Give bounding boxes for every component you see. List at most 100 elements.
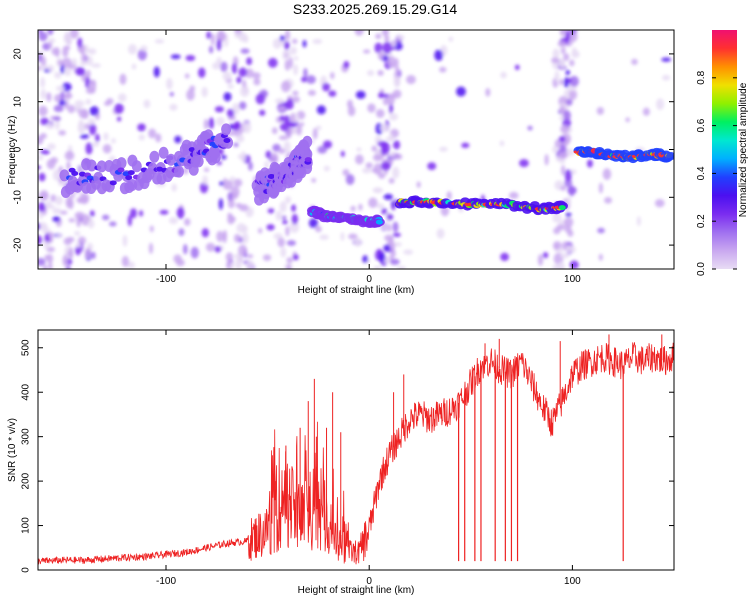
spectrogram-cell xyxy=(210,33,215,46)
spectrogram-cell xyxy=(563,110,571,121)
spectrogram-cell xyxy=(348,233,358,240)
spectrogram-cell xyxy=(229,262,235,269)
spectrogram-cell xyxy=(127,261,135,269)
spectrogram-cell xyxy=(119,73,127,85)
spectrogram-cell xyxy=(566,245,572,254)
spectrogram-cell xyxy=(557,261,565,269)
spectrogram-cell xyxy=(159,209,169,215)
spectrogram-cell xyxy=(68,198,74,210)
spectrogram-y-label: Frequency (Hz) xyxy=(7,116,18,185)
spectrogram-cell xyxy=(279,115,285,121)
spectrogram-cell xyxy=(267,57,278,68)
spectrogram-cell xyxy=(148,128,157,139)
spectrogram-cell xyxy=(255,93,265,105)
spectrogram-cell xyxy=(58,99,66,106)
spectrogram-cell xyxy=(291,204,297,212)
spectrogram-cell xyxy=(290,46,297,55)
spectrogram-cell xyxy=(372,154,383,162)
spectrogram-cell xyxy=(57,181,68,187)
spectrogram-cell xyxy=(257,227,263,234)
spectrogram-cell xyxy=(383,244,391,252)
spectrogram-cell xyxy=(382,41,393,54)
spectrogram-cell xyxy=(50,156,58,164)
spectrogram-cell xyxy=(378,92,385,99)
spectrogram-cell xyxy=(564,178,573,188)
spectrogram-cell xyxy=(193,155,204,168)
spectrogram-cell xyxy=(201,86,208,98)
spectrogram-cell xyxy=(290,112,295,123)
spectrogram-cell xyxy=(602,168,612,181)
spectrogram-cell xyxy=(373,163,383,175)
spectrogram-cell xyxy=(109,221,117,227)
spectrogram-cell xyxy=(275,210,282,221)
spectrogram-cell xyxy=(40,117,49,126)
spectrogram-cell xyxy=(306,75,316,84)
spectrogram-cell xyxy=(53,116,62,121)
spectrogram-cell xyxy=(350,205,356,212)
spectrogram-cell xyxy=(216,116,225,127)
spectrogram-cell xyxy=(239,86,250,97)
spectrogram-cell xyxy=(89,210,95,217)
spectrogram-cell xyxy=(365,162,373,169)
spectrogram-cell xyxy=(220,61,228,72)
spectrogram-cell xyxy=(84,247,92,260)
spectrogram-cell xyxy=(86,159,97,172)
spectrogram-cell xyxy=(71,58,77,66)
spectrogram-cell xyxy=(355,154,364,165)
spectrogram-cell xyxy=(129,208,137,219)
spectrogram-cell xyxy=(48,38,56,44)
spectrogram-cell xyxy=(117,167,125,173)
spectrogram-cell xyxy=(358,203,363,211)
spectrogram-cell xyxy=(122,234,128,247)
spectrogram-cell xyxy=(127,214,132,227)
spectrogram-cell xyxy=(302,148,313,161)
y-tick-label: 0 xyxy=(21,567,32,573)
spectrogram-cell xyxy=(291,96,301,103)
spectrogram-cell xyxy=(434,49,444,61)
spectrogram-cell xyxy=(388,177,395,184)
spectrogram-cell xyxy=(302,135,313,148)
spectrogram-cell xyxy=(40,76,46,89)
spectrogram-cell xyxy=(654,199,665,208)
spectrogram-cell xyxy=(64,70,72,76)
spectrogram-cell xyxy=(598,253,603,261)
spectrogram-cell xyxy=(79,134,90,139)
spectrogram-cell xyxy=(52,169,61,181)
y-tick-label: 0 xyxy=(13,146,24,152)
spectrogram-cell xyxy=(558,152,569,159)
spectrogram-cell xyxy=(38,155,44,161)
spectrogram-cell xyxy=(283,115,292,124)
spectrogram-cell xyxy=(597,227,605,234)
spectrogram-cell xyxy=(303,67,308,78)
spectrogram-cell xyxy=(566,196,572,206)
spectrogram-cell xyxy=(383,193,394,201)
spectrogram-ridge xyxy=(306,205,385,228)
spectrogram-cell xyxy=(377,50,385,60)
x-tick-label: 100 xyxy=(564,576,581,587)
spectrogram-cell xyxy=(392,221,399,233)
spectrogram-cell xyxy=(281,215,287,221)
spectrogram-cell xyxy=(396,265,406,269)
spectrogram-x-label: Height of straight line (km) xyxy=(298,285,415,296)
spectrogram-cell xyxy=(485,87,491,97)
spectrogram-cell xyxy=(340,150,345,157)
spectrogram-cell xyxy=(55,47,60,58)
colorbar-tick-label: 0.0 xyxy=(696,262,707,276)
spectrogram-cell xyxy=(397,69,402,78)
spectrogram-cell xyxy=(563,217,574,228)
spectrogram-cell xyxy=(271,127,278,135)
spectrogram-cell xyxy=(40,149,51,155)
snr-plot-area xyxy=(38,334,674,565)
spectrogram-cell xyxy=(385,136,396,142)
spectrogram-cell xyxy=(178,228,185,237)
spectrogram-cell xyxy=(76,216,82,228)
spectrogram-cell xyxy=(312,127,318,140)
spectrogram-cell xyxy=(560,124,570,134)
spectrogram-cell xyxy=(377,70,384,76)
spectrogram-ridge xyxy=(573,146,674,164)
spectrogram-cell xyxy=(64,150,75,161)
spectrogram-cell xyxy=(63,237,72,246)
spectrogram-cell xyxy=(392,89,402,99)
snr-y-label: SNR (10 * v/v) xyxy=(7,418,18,482)
y-tick-label: -10 xyxy=(13,190,24,205)
